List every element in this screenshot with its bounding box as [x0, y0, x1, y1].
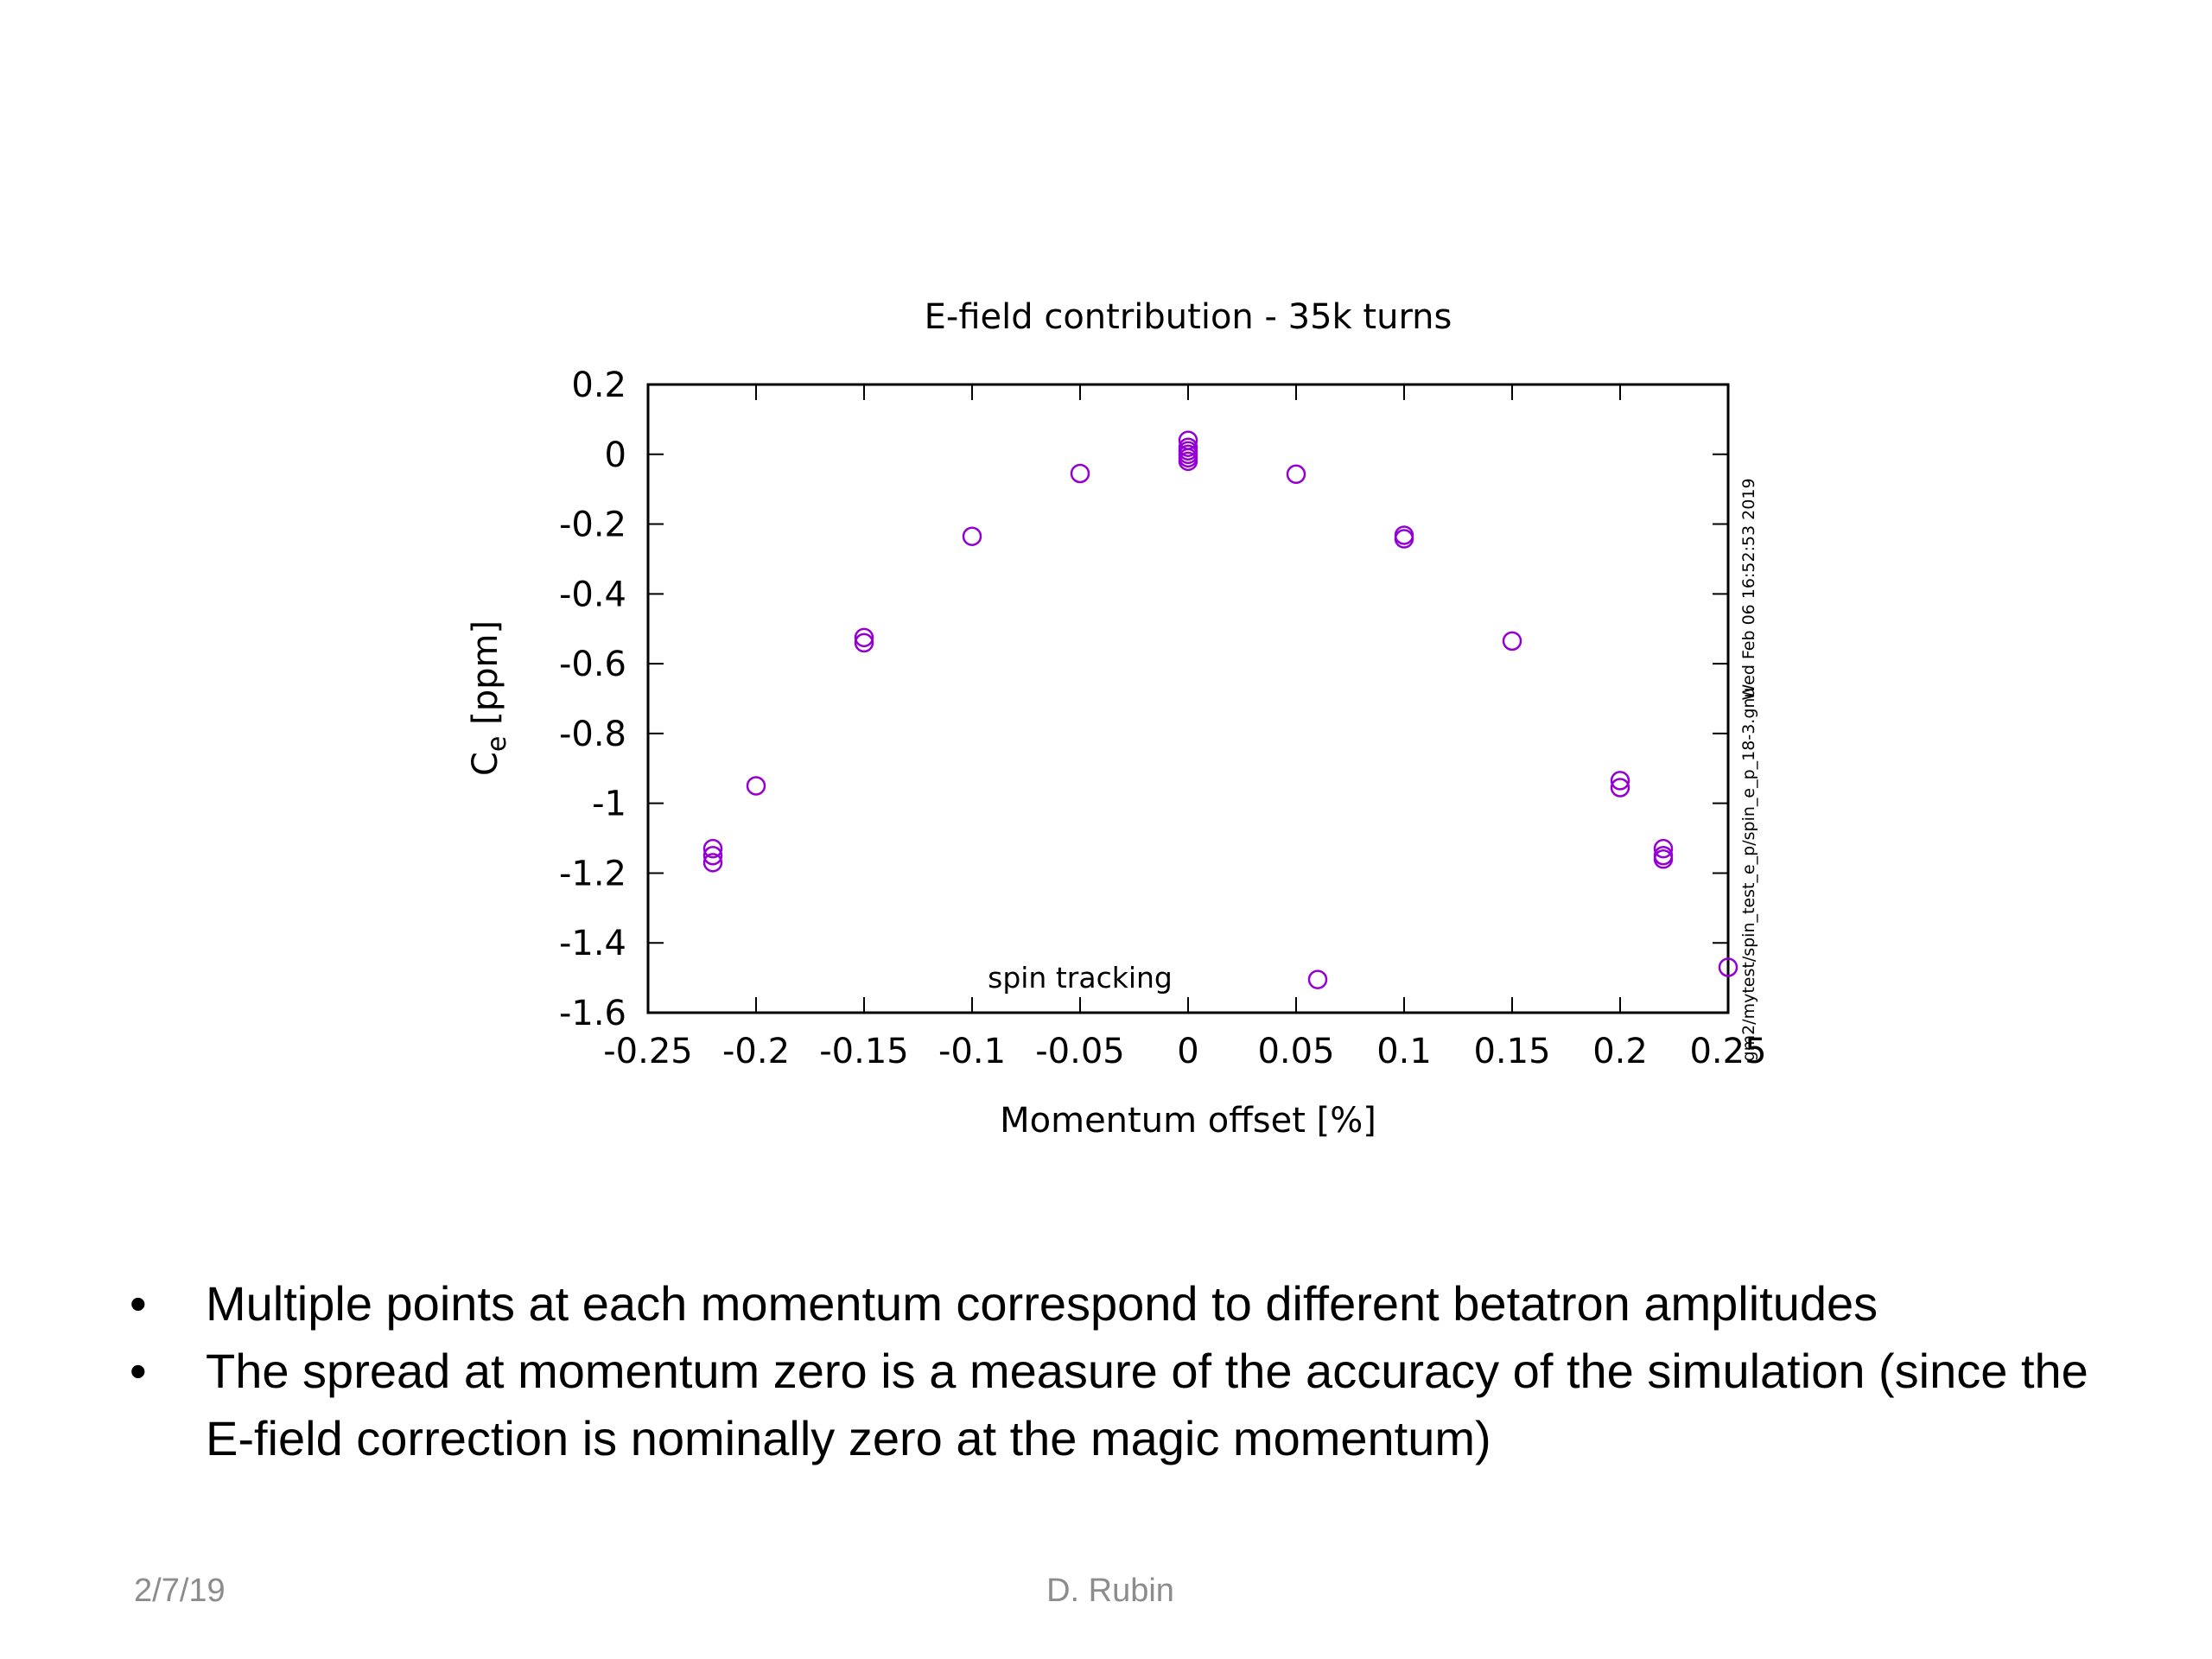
data-point — [702, 846, 723, 866]
data-point — [702, 838, 723, 859]
bullet-item: • The spread at momentum zero is a measu… — [130, 1338, 2117, 1472]
bullet-text: The spread at momentum zero is a measure… — [206, 1344, 2088, 1465]
x-tick-label: 0.1 — [1376, 1032, 1432, 1071]
x-tick-label: -0.1 — [938, 1032, 1006, 1071]
data-point — [1653, 849, 1674, 869]
footer-author: D. Rubin — [1046, 1573, 1174, 1609]
plot-frame — [646, 383, 1730, 1014]
y-axis-label-unit: [ppm] — [466, 620, 505, 736]
x-tick-label: 0 — [1177, 1032, 1198, 1071]
bullet-marker: • — [130, 1276, 147, 1331]
x-tick-label: 0.05 — [1257, 1032, 1334, 1071]
y-axis-label-subscript: e — [482, 736, 512, 752]
plot-timestamp: Wed Feb 06 16:52:53 2019 — [1739, 478, 1758, 700]
y-tick-label: 0.2 — [571, 365, 626, 405]
data-point — [1610, 778, 1630, 798]
data-point — [1286, 464, 1306, 485]
x-axis-ticks: -0.25 -0.2 -0.15 -0.1 -0.05 0 0.05 0.1 0.15 0.2 0.… — [603, 385, 1767, 1071]
footer-date: 2/7/19 — [134, 1573, 226, 1609]
plot-script-path: gm2/mytest/spin_test_e_p/spin_e_p_18-3.g… — [1739, 688, 1758, 1062]
y-tick-label: -1.2 — [559, 854, 626, 893]
data-point — [854, 627, 874, 648]
data-point — [1502, 631, 1522, 652]
data-point — [962, 526, 982, 546]
data-point — [1307, 969, 1328, 989]
y-tick-label: -0.6 — [559, 645, 626, 684]
data-point — [854, 632, 874, 653]
x-tick-label: 0.2 — [1592, 1032, 1648, 1071]
bullet-list: • Multiple points at each momentum corre… — [130, 1270, 2117, 1472]
chart-title: E-field contribution - 35k turns — [925, 297, 1452, 337]
data-point — [1070, 463, 1090, 484]
x-axis-label: Momentum offset [%] — [1000, 1101, 1376, 1141]
y-axis-label-main: C — [466, 752, 505, 776]
legend-label: spin tracking — [988, 961, 1173, 995]
y-tick-label: -0.2 — [559, 505, 626, 545]
x-tick-label: 0.25 — [1689, 1032, 1766, 1071]
data-point — [1653, 838, 1674, 859]
x-tick-label: -0.2 — [722, 1032, 790, 1071]
y-tick-label: -1.4 — [559, 924, 626, 963]
x-tick-label: -0.25 — [603, 1032, 693, 1071]
data-point — [1178, 451, 1198, 472]
data-point — [746, 776, 766, 796]
bullet-marker: • — [130, 1344, 147, 1398]
y-tick-label: -1.6 — [559, 994, 626, 1033]
y-tick-label: -1 — [592, 785, 626, 824]
y-tick-label: -0.4 — [559, 575, 626, 614]
y-axis-label: Ce [ppm] — [466, 620, 512, 776]
y-tick-label: 0 — [605, 435, 626, 475]
y-axis-ticks: 0.2 0 -0.2 -0.4 -0.6 -0.8 -1 -1.2 -1.4 -1.6 — [559, 365, 1728, 1033]
data-point — [1394, 529, 1414, 549]
data-point — [1610, 771, 1630, 791]
x-tick-label: -0.15 — [819, 1032, 909, 1071]
x-tick-label: 0.15 — [1473, 1032, 1550, 1071]
data-point — [702, 853, 723, 873]
bullet-text: Multiple points at each momentum corresp… — [206, 1276, 1878, 1331]
x-tick-label: -0.05 — [1035, 1032, 1125, 1071]
bullet-item: • Multiple points at each momentum corre… — [130, 1270, 2117, 1338]
y-tick-label: -0.8 — [559, 715, 626, 754]
data-points — [702, 430, 1738, 989]
data-point — [1718, 957, 1738, 977]
